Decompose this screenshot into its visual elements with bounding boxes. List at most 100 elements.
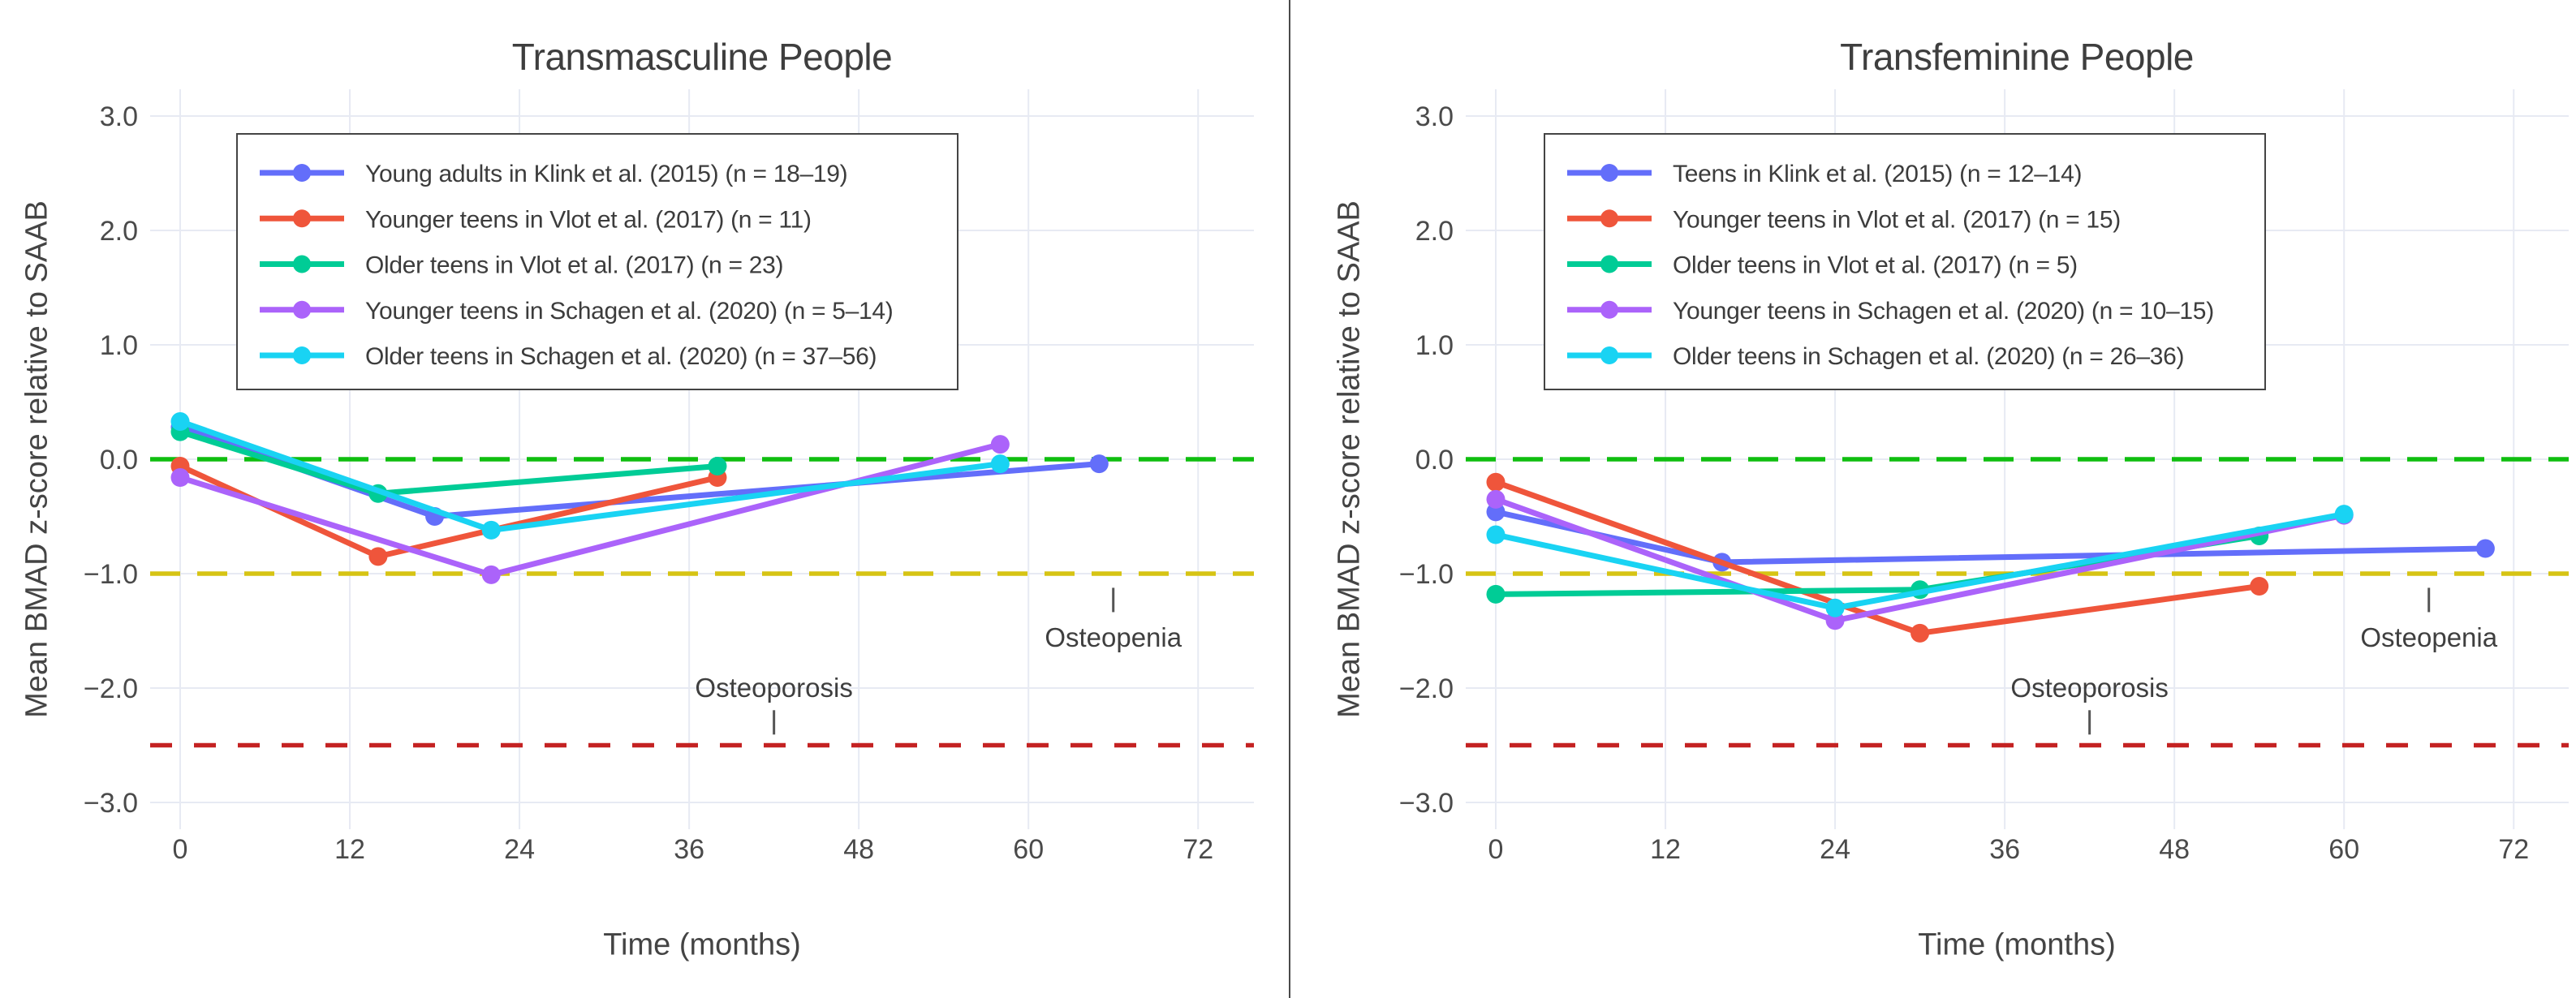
legend-marker-vlot-2017-younger xyxy=(1600,209,1618,228)
legend-item-schagen-2020-younger[interactable]: Younger teens in Schagen et al. (2020) (… xyxy=(260,298,894,325)
legend-label-vlot-2017-younger: Younger teens in Vlot et al. (2017) (n =… xyxy=(1673,206,2121,233)
legend-marker-schagen-2020-older xyxy=(1600,346,1618,364)
data-point-vlot-2017-older[interactable] xyxy=(1486,584,1506,604)
y-tick-label: −2.0 xyxy=(84,673,138,704)
plot-area-transfeminine: 0 12 24 36 48 60 72 3.0 2.0 1.0 0.0 −1.0 −2.0 −3.0 Ost… xyxy=(1399,89,2569,865)
chart-title-transmasculine: Transmasculine People xyxy=(511,36,893,78)
y-tick-label: 3.0 xyxy=(100,101,138,132)
legend-marker-klink-2015 xyxy=(293,164,311,182)
legend-label-schagen-2020-older: Older teens in Schagen et al. (2020) (n … xyxy=(365,343,877,370)
panel-transfeminine: 0 12 24 36 48 60 72 3.0 2.0 1.0 0.0 −1.0 −2.0 −3.0 Ost… xyxy=(1288,0,2576,998)
y-tick-label: 0.0 xyxy=(100,445,138,475)
y-tick-label: −2.0 xyxy=(1399,673,1454,704)
legend-marker-vlot-2017-older xyxy=(293,255,311,273)
legend-item-vlot-2017-older[interactable]: Older teens in Vlot et al. (2017) (n = 2… xyxy=(260,252,783,279)
legend-item-schagen-2020-older[interactable]: Older teens in Schagen et al. (2020) (n … xyxy=(1567,343,2184,370)
series-vlot-2017-younger xyxy=(1486,472,2269,643)
x-axis-title-transfeminine: Time (months) xyxy=(1918,927,2116,962)
legend-label-schagen-2020-older: Older teens in Schagen et al. (2020) (n … xyxy=(1673,343,2184,370)
data-point-klink-2015[interactable] xyxy=(1089,454,1109,474)
x-tick-label: 60 xyxy=(2328,834,2359,865)
data-point-schagen-2020-younger[interactable] xyxy=(481,565,501,584)
data-point-klink-2015[interactable] xyxy=(2475,539,2495,558)
legend-label-vlot-2017-older: Older teens in Vlot et al. (2017) (n = 5… xyxy=(1673,252,2078,279)
legend-marker-vlot-2017-older xyxy=(1600,255,1618,273)
legend-item-klink-2015[interactable]: Young adults in Klink et al. (2015) (n =… xyxy=(260,161,848,187)
y-tick-label: −3.0 xyxy=(84,788,138,819)
y-tick-label: 2.0 xyxy=(100,216,138,247)
data-point-schagen-2020-younger[interactable] xyxy=(990,435,1010,454)
x-tick-label: 12 xyxy=(334,834,365,865)
series-vlot-2017-older xyxy=(170,422,727,503)
legend-marker-vlot-2017-younger xyxy=(293,209,311,228)
plot-area-transmasculine: 0 12 24 36 48 60 72 3.0 2.0 1.0 0.0 −1.0 −2.0 −3.0 Ost… xyxy=(84,89,1254,865)
legend-label-schagen-2020-younger: Younger teens in Schagen et al. (2020) (… xyxy=(365,298,894,325)
legend-box xyxy=(1544,133,2266,390)
data-point-schagen-2020-younger[interactable] xyxy=(170,468,190,488)
x-tick-label: 48 xyxy=(2159,834,2190,865)
y-tick-label: 0.0 xyxy=(1415,445,1454,475)
data-point-vlot-2017-older[interactable] xyxy=(708,456,727,475)
annotation-osteopenia: Osteopenia xyxy=(1045,622,1182,652)
series-line-vlot-2017-older xyxy=(179,428,718,497)
legend-label-schagen-2020-younger: Younger teens in Schagen et al. (2020) (… xyxy=(1673,298,2214,325)
chart-title-transfeminine: Transfeminine People xyxy=(1840,36,2194,78)
y-tick-label: −1.0 xyxy=(84,559,138,590)
data-point-vlot-2017-younger[interactable] xyxy=(2250,577,2269,596)
data-point-schagen-2020-older[interactable] xyxy=(990,454,1010,474)
legend-marker-schagen-2020-older xyxy=(293,346,311,364)
legend-marker-schagen-2020-younger xyxy=(1600,300,1618,319)
data-point-schagen-2020-older[interactable] xyxy=(1486,525,1506,544)
y-tick-label: 3.0 xyxy=(1415,101,1454,132)
x-tick-label: 0 xyxy=(173,834,188,865)
legend: Teens in Klink et al. (2015) (n = 12–14)… xyxy=(1544,133,2266,390)
panel-transmasculine: 0 12 24 36 48 60 72 3.0 2.0 1.0 0.0 −1.0 −2.0 −3.0 Ost… xyxy=(19,36,1254,962)
x-tick-label: 0 xyxy=(1488,834,1504,865)
x-tick-label: 24 xyxy=(1820,834,1850,865)
x-tick-label: 72 xyxy=(2498,834,2529,865)
legend-marker-schagen-2020-younger xyxy=(293,300,311,319)
legend-label-vlot-2017-younger: Younger teens in Vlot et al. (2017) (n =… xyxy=(365,206,812,233)
legend-item-schagen-2020-younger[interactable]: Younger teens in Schagen et al. (2020) (… xyxy=(1567,298,2214,325)
legend-item-vlot-2017-younger[interactable]: Younger teens in Vlot et al. (2017) (n =… xyxy=(260,206,812,233)
x-tick-label: 72 xyxy=(1182,834,1213,865)
y-tick-label: −1.0 xyxy=(1399,559,1454,590)
legend-item-vlot-2017-older[interactable]: Older teens in Vlot et al. (2017) (n = 5… xyxy=(1567,252,2078,279)
legend-marker-klink-2015 xyxy=(1600,164,1618,182)
data-point-schagen-2020-younger[interactable] xyxy=(1486,489,1506,509)
annotation-osteoporosis: Osteoporosis xyxy=(695,673,852,703)
legend-item-vlot-2017-younger[interactable]: Younger teens in Vlot et al. (2017) (n =… xyxy=(1567,206,2121,233)
x-tick-label: 36 xyxy=(674,834,704,865)
x-tick-label: 36 xyxy=(1989,834,2020,865)
y-tick-label: 1.0 xyxy=(1415,330,1454,361)
legend: Young adults in Klink et al. (2015) (n =… xyxy=(236,133,958,390)
x-tick-label: 60 xyxy=(1013,834,1044,865)
y-tick-label: −3.0 xyxy=(1399,788,1454,819)
data-point-vlot-2017-younger[interactable] xyxy=(1486,472,1506,492)
data-point-schagen-2020-older[interactable] xyxy=(1825,598,1845,617)
series-line-vlot-2017-older xyxy=(1495,533,2260,597)
y-tick-label: 2.0 xyxy=(1415,216,1454,247)
x-axis-title-transmasculine: Time (months) xyxy=(603,927,801,962)
legend-label-klink-2015: Teens in Klink et al. (2015) (n = 12–14) xyxy=(1673,161,2082,187)
data-point-schagen-2020-older[interactable] xyxy=(481,520,501,540)
legend-label-klink-2015: Young adults in Klink et al. (2015) (n =… xyxy=(365,161,847,187)
x-tick-label: 48 xyxy=(843,834,874,865)
y-axis-title-transfeminine: Mean BMAD z-score relative to SAAB xyxy=(1332,200,1367,718)
data-point-vlot-2017-younger[interactable] xyxy=(1910,623,1930,643)
legend-box xyxy=(236,133,958,390)
x-tick-label: 12 xyxy=(1650,834,1681,865)
legend-label-vlot-2017-older: Older teens in Vlot et al. (2017) (n = 2… xyxy=(365,252,783,279)
data-point-schagen-2020-older[interactable] xyxy=(170,411,190,431)
series-schagen-2020-older xyxy=(1486,505,2354,617)
legend-item-klink-2015[interactable]: Teens in Klink et al. (2015) (n = 12–14) xyxy=(1567,161,2082,187)
annotation-osteopenia: Osteopenia xyxy=(2360,622,2497,652)
annotation-osteoporosis: Osteoporosis xyxy=(2010,673,2168,703)
legend-item-schagen-2020-older[interactable]: Older teens in Schagen et al. (2020) (n … xyxy=(260,343,877,370)
panel-divider xyxy=(1289,0,1290,998)
x-tick-label: 24 xyxy=(504,834,535,865)
y-axis-title-transmasculine: Mean BMAD z-score relative to SAAB xyxy=(19,200,54,718)
data-point-vlot-2017-younger[interactable] xyxy=(368,547,388,566)
data-point-schagen-2020-older[interactable] xyxy=(2334,505,2354,524)
